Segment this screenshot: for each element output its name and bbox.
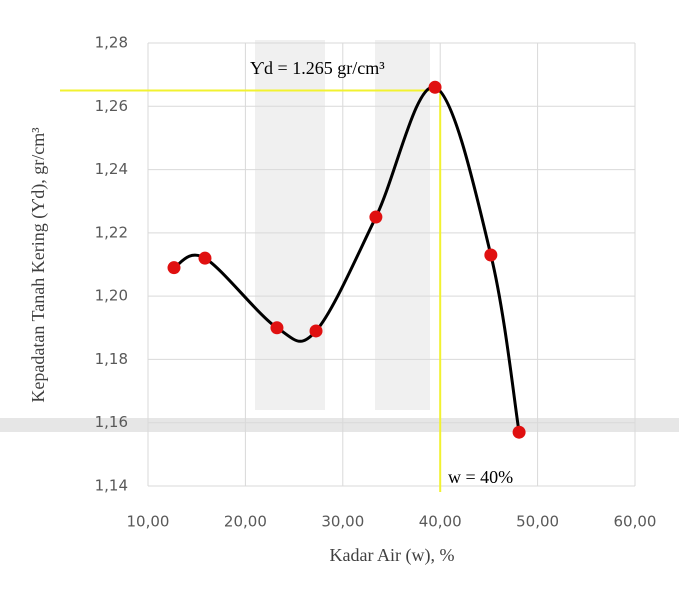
data-point bbox=[270, 321, 283, 334]
x-tick-label: 30,00 bbox=[321, 513, 364, 531]
data-point bbox=[168, 261, 181, 274]
data-point bbox=[310, 324, 323, 337]
chart: Kadar Air (w), % Kepadatan Tanah Kering … bbox=[0, 0, 679, 596]
y-tick-label: 1,14 bbox=[95, 477, 128, 495]
y-tick-label: 1,20 bbox=[95, 287, 128, 305]
data-point bbox=[513, 426, 526, 439]
data-point bbox=[198, 252, 211, 265]
x-axis-title: Kadar Air (w), % bbox=[330, 545, 455, 566]
x-tick-label: 50,00 bbox=[516, 513, 559, 531]
x-tick-label: 20,00 bbox=[224, 513, 267, 531]
data-point bbox=[429, 81, 442, 94]
x-tick-label: 40,00 bbox=[419, 513, 462, 531]
y-tick-label: 1,18 bbox=[95, 350, 128, 368]
data-point bbox=[484, 249, 497, 262]
y-tick-label: 1,24 bbox=[95, 160, 128, 178]
y-tick-label: 1,22 bbox=[95, 223, 128, 241]
y-tick-label: 1,26 bbox=[95, 97, 128, 115]
y-tick-label: 1,28 bbox=[95, 34, 128, 52]
y-tick-label: 1,16 bbox=[95, 413, 128, 431]
annotation: Ƴd = 1.265 gr/cm³ bbox=[250, 58, 385, 78]
x-tick-label: 60,00 bbox=[614, 513, 657, 531]
data-point bbox=[369, 211, 382, 224]
x-tick-label: 10,00 bbox=[127, 513, 170, 531]
watermark-shape bbox=[255, 40, 325, 410]
annotation: w = 40% bbox=[448, 467, 513, 487]
y-axis-title: Kepadatan Tanah Kering (Ƴd), gr/cm³ bbox=[28, 127, 49, 403]
